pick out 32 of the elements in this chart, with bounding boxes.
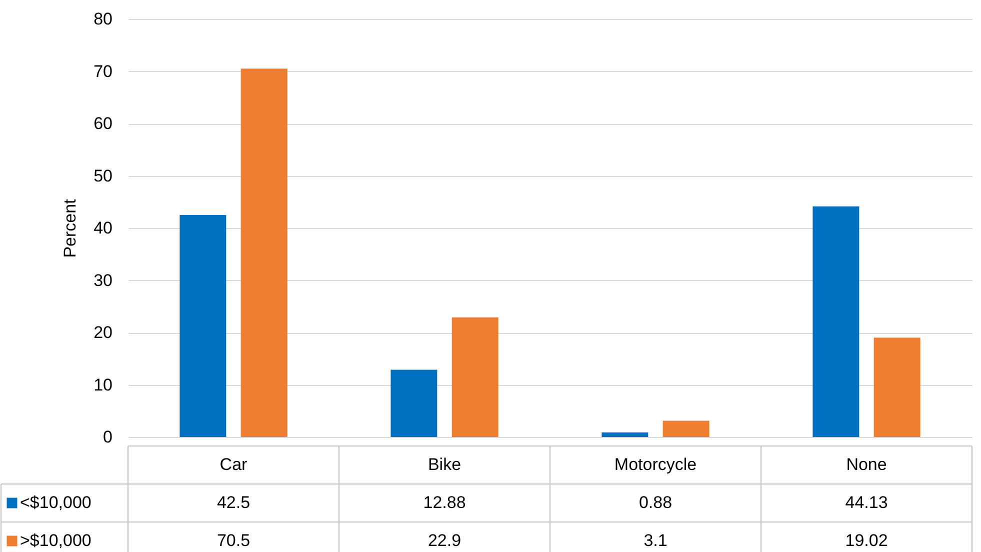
y-tick-label: 0 bbox=[103, 428, 112, 446]
y-tick-label: 10 bbox=[94, 375, 112, 394]
y-tick-label: 30 bbox=[94, 270, 112, 290]
bar bbox=[240, 68, 288, 437]
bar bbox=[180, 214, 226, 437]
bar bbox=[812, 206, 860, 437]
data-label: 42.5 bbox=[216, 493, 250, 512]
y-axis-title: Percent bbox=[60, 198, 80, 258]
y-tick-label: 40 bbox=[94, 218, 112, 238]
bar bbox=[874, 338, 920, 437]
y-tick-label: 60 bbox=[94, 114, 112, 133]
x-tick-label: Car bbox=[220, 455, 248, 474]
bar bbox=[602, 432, 648, 437]
y-tick-label: 70 bbox=[94, 62, 112, 81]
y-tick-label: 80 bbox=[94, 10, 112, 28]
y-tick-label: 20 bbox=[94, 323, 112, 342]
data-label: 22.9 bbox=[428, 531, 462, 550]
bar bbox=[662, 420, 710, 437]
bar bbox=[390, 370, 438, 437]
data-label: 19.02 bbox=[845, 531, 888, 550]
legend-label: >$10,000 bbox=[20, 531, 92, 550]
x-tick-label: Motorcycle bbox=[614, 455, 697, 474]
x-tick-label: None bbox=[846, 455, 887, 474]
x-tick-label: Bike bbox=[428, 455, 462, 474]
bar bbox=[452, 317, 498, 437]
legend-label: <$10,000 bbox=[20, 493, 92, 512]
y-tick-label: 50 bbox=[94, 166, 112, 186]
data-label: 44.13 bbox=[845, 493, 888, 512]
data-label: 0.88 bbox=[638, 493, 672, 512]
data-label: 70.5 bbox=[216, 531, 250, 550]
data-label: 12.88 bbox=[423, 493, 466, 512]
data-label: 3.1 bbox=[644, 531, 668, 550]
